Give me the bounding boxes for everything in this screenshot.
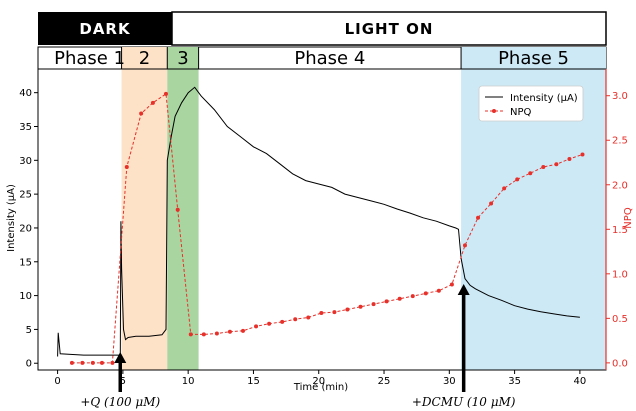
npq-point	[541, 165, 545, 169]
y-left-tick-label: 0	[26, 359, 32, 370]
npq-point	[228, 330, 232, 334]
npq-point	[189, 332, 193, 336]
npq-point	[502, 186, 506, 190]
npq-point	[202, 332, 206, 336]
y-right-tick-label: 1.0	[612, 269, 628, 280]
npq-point	[110, 361, 114, 365]
npq-point	[345, 307, 349, 311]
phase-2-shade	[122, 47, 168, 370]
y-left-tick-label: 40	[19, 88, 32, 99]
annotation-dcmu: +DCMU (10 μM)	[412, 395, 516, 409]
npq-point	[411, 294, 415, 298]
phase-1-label: Phase 1	[54, 48, 125, 69]
npq-point	[125, 165, 129, 169]
legend: Intensity (μA) NPQ	[479, 86, 583, 121]
x-tick-label: 0	[54, 376, 60, 387]
x-axis-title: Time (min)	[293, 382, 348, 393]
y-right-tick-label: 0.5	[612, 314, 628, 325]
npq-point	[528, 171, 532, 175]
y-left-tick-label: 20	[19, 223, 32, 234]
npq-point	[164, 92, 168, 96]
legend-npq-label: NPQ	[510, 107, 532, 118]
npq-point	[450, 283, 454, 287]
y-left-tick-label: 25	[19, 190, 32, 201]
npq-point	[398, 297, 402, 301]
phase-5-label: Phase 5	[498, 48, 569, 69]
x-tick-label: 40	[574, 376, 587, 387]
npq-point	[280, 320, 284, 324]
x-tick-label: 10	[182, 376, 195, 387]
phase-3-shade	[167, 47, 198, 370]
npq-point	[306, 315, 310, 319]
npq-point	[332, 310, 336, 314]
npq-point	[176, 208, 180, 212]
npq-point	[139, 112, 143, 116]
light-on-label: LIGHT ON	[345, 20, 434, 38]
npq-point	[293, 317, 297, 321]
npq-point	[151, 101, 155, 105]
legend-intensity-label: Intensity (μA)	[510, 93, 578, 104]
x-tick-label: 15	[247, 376, 260, 387]
y-axis-right-title: NPQ	[623, 207, 634, 229]
phase-4-label: Phase 4	[294, 48, 365, 69]
y-axis-left-title: Intensity (μA)	[6, 184, 17, 252]
condition-banner: DARK LIGHT ON	[38, 12, 606, 45]
annotation-quinone: +Q (100 μM)	[80, 395, 160, 409]
npq-point	[359, 305, 363, 309]
phase-3-label: 3	[177, 48, 188, 69]
npq-point	[554, 162, 558, 166]
npq-point	[489, 201, 493, 205]
npq-point	[437, 289, 441, 293]
y-right-tick-label: 3.0	[612, 91, 628, 102]
phase-2-label: 2	[139, 48, 150, 69]
npq-point	[80, 361, 84, 365]
dark-label: DARK	[79, 20, 131, 38]
npq-point	[372, 302, 376, 306]
y-left-tick-label: 10	[19, 291, 32, 302]
npq-point	[319, 311, 323, 315]
y-right-tick-label: 2.0	[612, 180, 628, 191]
npq-point	[100, 361, 104, 365]
npq-point	[385, 299, 389, 303]
x-tick-label: 30	[443, 376, 456, 387]
npq-point	[241, 329, 245, 333]
npq-point	[567, 157, 571, 161]
npq-point	[254, 324, 258, 328]
y-left-tick-label: 15	[19, 257, 32, 268]
npq-point	[476, 216, 480, 220]
npq-point	[267, 322, 271, 326]
y-left-tick-label: 35	[19, 122, 32, 133]
legend-npq-marker	[492, 109, 496, 113]
npq-point	[463, 243, 467, 247]
npq-point	[515, 177, 519, 181]
y-left-tick-label: 30	[19, 156, 32, 167]
npq-point	[424, 291, 428, 295]
npq-point	[91, 361, 95, 365]
npq-point	[215, 331, 219, 335]
y-left-tick-label: 5	[26, 325, 32, 336]
x-tick-label: 35	[508, 376, 521, 387]
npq-point	[70, 361, 74, 365]
y-right-tick-label: 2.5	[612, 136, 628, 147]
x-tick-label: 25	[378, 376, 391, 387]
npq-point	[580, 152, 584, 156]
y-right-tick-label: 0.0	[612, 358, 628, 369]
